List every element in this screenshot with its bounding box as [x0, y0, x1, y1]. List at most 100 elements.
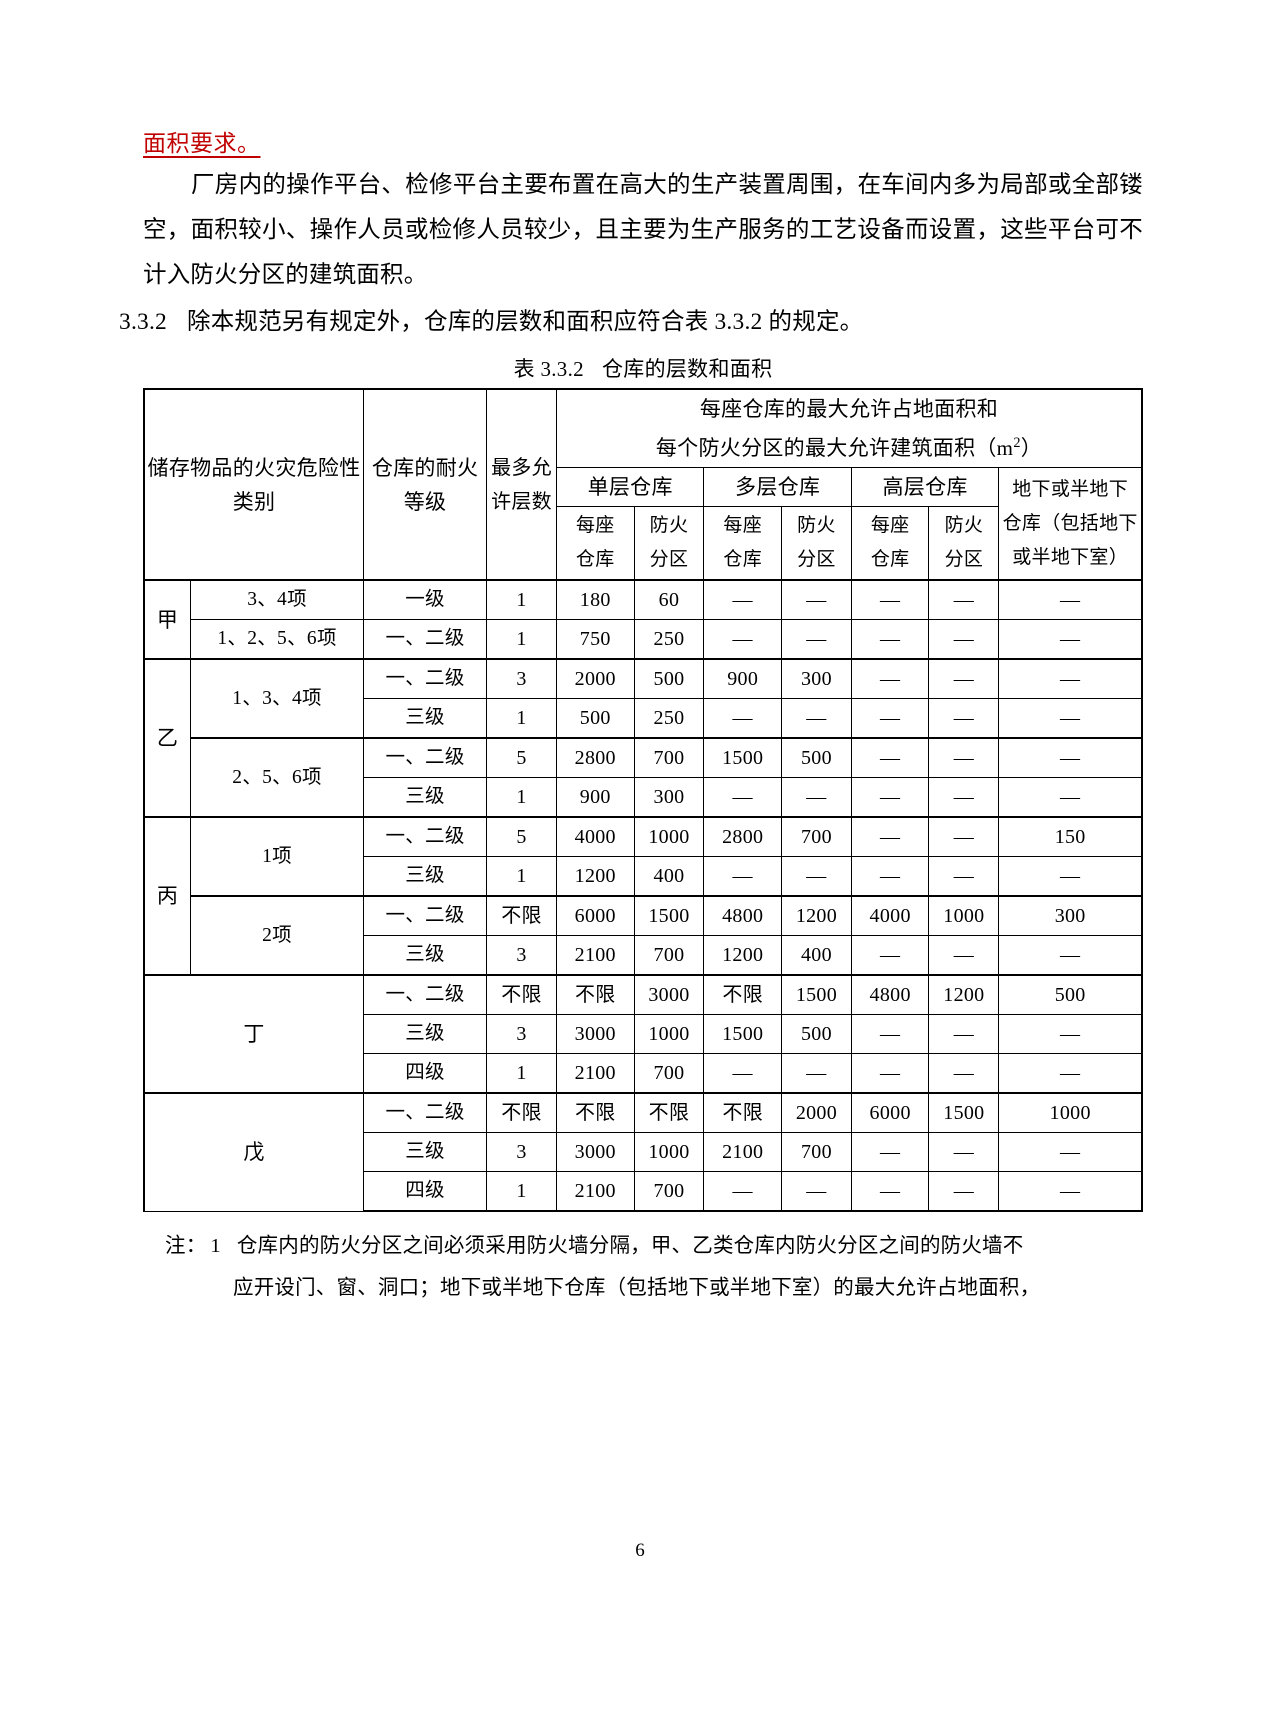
cell-multi-zone: 500: [781, 737, 852, 778]
cell-multi-each: 不限: [703, 1092, 782, 1133]
header-multi-each: 每座 仓库: [703, 506, 782, 581]
note-index: 1: [210, 1235, 221, 1257]
cell-high-each: —: [850, 1053, 930, 1094]
cell-single-zone: 250: [633, 698, 705, 739]
cell-under-zone: —: [998, 1014, 1144, 1054]
table-row: 三级 1 1200 400 — — — — —: [144, 856, 1144, 897]
table-row: 三级 3 2100 700 1200 400 — — —: [144, 935, 1144, 976]
cell-high-zone: —: [928, 935, 1000, 976]
cell-rating: 三级: [363, 698, 488, 739]
cell-high-zone: —: [928, 619, 1000, 660]
header-group-high: 高层仓库: [850, 467, 1000, 507]
header-multi-zone-l1: 防火: [797, 515, 836, 536]
cell-items: 1项: [190, 816, 365, 897]
cell-multi-zone: —: [781, 1171, 852, 1212]
cell-high-each: —: [850, 658, 930, 699]
cell-high-each: —: [850, 619, 930, 660]
cell-high-zone: —: [928, 816, 1000, 857]
cell-single-each: 3000: [555, 1132, 635, 1172]
cell-rating: 四级: [363, 1171, 488, 1212]
cell-multi-zone: —: [781, 698, 852, 739]
table-row: 丁 一、二级 不限 不限 3000 不限 1500 4800 1200 500: [143, 974, 1144, 1094]
cell-items: 3、4项: [190, 579, 365, 620]
cell-high-each: 6000: [850, 1092, 930, 1133]
table-row: 三级 1 900 300 — — — — —: [144, 777, 1144, 818]
cell-floors: 不限: [486, 974, 557, 1015]
cell-multi-zone: 700: [781, 816, 852, 857]
cell-single-each: 750: [555, 619, 635, 660]
table-row: 甲 3、4项 一级 1 180 60 — — — — —: [143, 579, 1144, 660]
table-notes: 注： 1 仓库内的防火分区之间必须采用防火墙分隔，甲、乙类仓库内防火分区之间的防…: [143, 1225, 1143, 1309]
cell-multi-each: 1200: [703, 935, 782, 976]
clause-3-3-2: 3.3.2 除本规范另有规定外，仓库的层数和面积应符合表 3.3.2 的规定。: [119, 300, 1143, 345]
cell-category: 戊: [143, 1092, 365, 1212]
cell-single-zone: 700: [633, 1053, 705, 1094]
red-heading-line: 面积要求。: [143, 132, 1143, 156]
table-row: 丙 1项 一、二级 5 4000 1000 2800 700 — — 150: [143, 816, 1144, 976]
cell-rating: 三级: [363, 1132, 488, 1172]
table-row: 戊 一、二级 不限 不限 不限 不限 2000 6000 1500 1000: [143, 1092, 1144, 1212]
page-content: 面积要求。 厂房内的操作平台、检修平台主要布置在高大的生产装置周围，在车间内多为…: [119, 132, 1144, 1309]
cell-rating: 一、二级: [363, 816, 488, 857]
header-high-zone: 防火 分区: [928, 506, 1000, 581]
cell-rating: 三级: [363, 777, 488, 818]
cell-floors: 5: [486, 816, 557, 857]
header-underground-line1: 地下或半地下: [1012, 478, 1129, 500]
header-area-unit-sup: 2: [1013, 435, 1021, 451]
header-area-span-line2-pre: 每个防火分区的最大允许建筑面积（m: [655, 436, 1014, 460]
cell-multi-each: 1500: [703, 737, 782, 778]
cell-category: 丙: [143, 816, 192, 976]
header-high-zone-l1: 防火: [944, 515, 984, 536]
table-row: 四级 1 2100 700 — — — — —: [144, 1171, 1144, 1212]
header-multi-each-l2: 仓库: [723, 549, 762, 570]
cell-multi-zone: 700: [781, 1132, 852, 1172]
body-paragraph: 厂房内的操作平台、检修平台主要布置在高大的生产装置周围，在车间内多为局部或全部镂…: [143, 172, 1143, 288]
cell-single-each: 不限: [555, 1092, 635, 1133]
table-caption: 表 3.3.2 仓库的层数和面积: [143, 353, 1143, 383]
cell-floors: 3: [486, 658, 557, 699]
cell-multi-each: —: [703, 777, 782, 818]
cell-floors: 1: [486, 698, 557, 739]
cell-rating: 一级: [363, 579, 488, 620]
cell-single-zone: 60: [633, 579, 705, 620]
cell-floors: 1: [486, 579, 557, 620]
cell-single-zone: 700: [633, 1171, 705, 1212]
cell-items: 1、3、4项: [190, 658, 365, 739]
header-multi-each-l1: 每座: [723, 515, 762, 536]
cell-under-zone: 150: [998, 816, 1144, 857]
cell-high-each: —: [850, 579, 930, 620]
table-row: 2、5、6项 一、二级 5 2800 700 1500 500 — — —: [144, 737, 1144, 818]
cell-high-zone: —: [928, 658, 1000, 699]
cell-under-zone: 300: [998, 895, 1144, 936]
header-area-span: 每座仓库的最大允许占地面积和 每个防火分区的最大允许建筑面积（m2）: [555, 388, 1143, 468]
cell-high-zone: —: [928, 777, 1000, 818]
clause-text: 除本规范另有规定外，仓库的层数和面积应符合表 3.3.2 的规定。: [187, 309, 864, 335]
cell-rating: 三级: [363, 935, 488, 976]
page-number: 6: [635, 1540, 645, 1561]
cell-high-each: —: [850, 737, 930, 778]
cell-multi-each: 4800: [703, 895, 782, 936]
cell-multi-each: 1500: [703, 1014, 782, 1054]
table-row: 三级 3 3000 1000 1500 500 — — —: [144, 1014, 1144, 1054]
cell-rating: 一、二级: [363, 619, 488, 660]
cell-under-zone: —: [998, 698, 1144, 739]
cell-single-each: 6000: [555, 895, 635, 936]
cell-high-zone: 1000: [928, 895, 1000, 936]
cell-under-zone: —: [998, 619, 1144, 660]
header-multi-zone-l2: 分区: [797, 549, 836, 570]
cell-multi-each: —: [703, 579, 782, 620]
cell-high-each: —: [850, 777, 930, 818]
cell-multi-each: —: [703, 1053, 782, 1094]
cell-high-each: —: [850, 1014, 930, 1054]
cell-high-zone: —: [928, 737, 1000, 778]
cell-under-zone: —: [998, 777, 1144, 818]
cell-single-zone: 500: [633, 658, 705, 699]
cell-single-each: 900: [555, 777, 635, 818]
header-area-span-line2: 每个防火分区的最大允许建筑面积（m2）: [558, 426, 1140, 465]
cell-floors: 1: [486, 619, 557, 660]
cell-single-each: 3000: [555, 1014, 635, 1054]
cell-high-each: —: [850, 1132, 930, 1172]
cell-floors: 3: [486, 935, 557, 976]
table-row: 2项 一、二级 不限 6000 1500 4800 1200 4000 1000…: [144, 895, 1144, 976]
clause-number: 3.3.2: [119, 309, 167, 335]
